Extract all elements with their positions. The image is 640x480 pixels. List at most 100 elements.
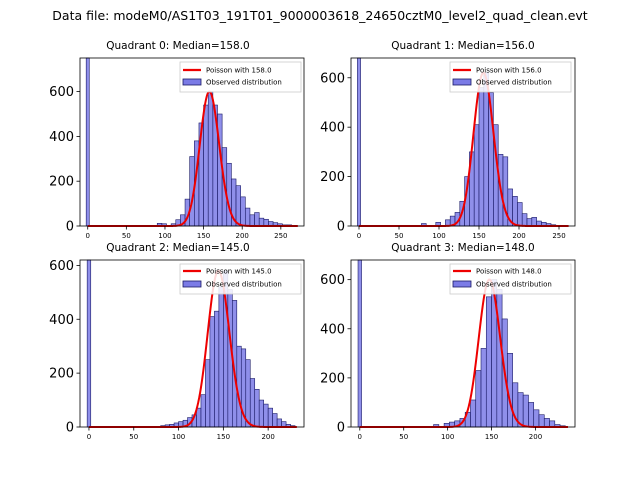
histogram-bar: [203, 104, 209, 227]
panel-quadrant-2: Quadrant 2: Median=145.0 0 50 100 150 200 0 20…: [49, 242, 305, 441]
legend-poisson-label: Poisson with 148.0: [476, 268, 542, 276]
x-tick-label: 100: [172, 433, 185, 441]
histogram-bar: [533, 409, 540, 428]
x-tick-label: 0: [85, 232, 89, 240]
y-tick-label: 600: [49, 259, 74, 274]
histogram-bar: [200, 394, 206, 428]
x-tick-label: 200: [261, 433, 274, 441]
histogram-bar: [531, 217, 537, 227]
legend: Poisson with 156.0 Observed distribution: [449, 61, 572, 93]
legend: Poisson with 145.0 Observed distribution: [179, 263, 302, 295]
histogram-bar: [209, 316, 215, 428]
plot-frame: [79, 57, 305, 227]
x-tick-label: 250: [274, 232, 287, 240]
legend-poisson-label: Poisson with 156.0: [476, 67, 542, 75]
legend-box: [449, 263, 572, 295]
legend-box: [179, 263, 302, 295]
legend: Poisson with 158.0 Observed distribution: [179, 61, 302, 93]
histogram-bar: [245, 359, 251, 428]
histogram-bar: [263, 403, 269, 428]
histogram-bar: [538, 414, 545, 428]
panel-quadrant-3: Quadrant 3: Median=148.0 0 50 100 150 200 0 20…: [320, 242, 576, 441]
histogram-bar: [485, 296, 492, 428]
x-tick-label: 100: [158, 232, 171, 240]
histogram-bar: [244, 207, 251, 227]
panel-title: Quadrant 2: Median=145.0: [106, 242, 249, 254]
y-tick-label: 400: [49, 130, 74, 145]
x-tick-label: 150: [197, 232, 210, 240]
histogram-bar: [483, 72, 489, 227]
y-tick-label: 200: [49, 367, 74, 382]
histogram-bar-zero: [85, 57, 90, 227]
histogram-bar: [272, 413, 278, 428]
y-tick-label: 0: [66, 220, 74, 235]
y-tick-label: 0: [337, 220, 345, 235]
plot-frame: [350, 57, 576, 227]
legend-observed-label: Observed distribution: [476, 79, 552, 87]
histogram-bar: [475, 370, 482, 428]
histogram-bar: [528, 402, 535, 428]
axes-ticks: 0 50 100 150 200 250 0 200 400 600: [320, 71, 566, 240]
histogram-bar: [254, 212, 260, 227]
histogram-bar: [235, 185, 241, 227]
x-tick-label: 100: [432, 232, 445, 240]
y-tick-label: 200: [49, 175, 74, 190]
histogram-bar: [517, 202, 523, 227]
legend-observed-swatch: [452, 78, 472, 86]
legend-box: [179, 61, 302, 93]
histogram-bar: [478, 87, 485, 227]
legend-observed-swatch: [182, 78, 202, 86]
axes-ticks: 0 50 100 150 200 250 0 200 400 600: [49, 85, 287, 240]
y-tick-label: 0: [66, 421, 74, 436]
panel-title: Quadrant 1: Median=156.0: [391, 40, 534, 52]
legend-observed-label: Observed distribution: [476, 281, 552, 289]
panel-quadrant-0: Quadrant 0: Median=158.0 0 50 100 150 200 250…: [49, 40, 305, 240]
y-tick-label: 0: [337, 421, 345, 436]
histogram-bar: [207, 91, 214, 227]
x-tick-label: 200: [512, 232, 525, 240]
legend-observed-swatch: [452, 280, 472, 288]
x-tick-label: 200: [236, 232, 249, 240]
histogram-bar: [267, 407, 273, 428]
histogram-bar: [196, 407, 202, 428]
x-tick-label: 50: [129, 433, 138, 441]
x-tick-label: 150: [472, 232, 485, 240]
histogram-bar: [218, 286, 224, 428]
panel-quadrant-1: Quadrant 1: Median=156.0 0 50 100 150 200 250…: [320, 40, 576, 240]
histogram-bar: [258, 399, 264, 428]
histogram-bars: [86, 259, 296, 428]
histogram-bar: [263, 218, 269, 227]
legend-poisson-label: Poisson with 145.0: [206, 268, 272, 276]
histogram-bar: [522, 394, 529, 428]
poisson-fit-line: [359, 71, 569, 227]
y-tick-label: 200: [320, 371, 345, 386]
plot-frame: [79, 259, 305, 428]
histogram-bar-zero: [357, 57, 361, 227]
histogram-bar: [526, 218, 533, 227]
histogram-bar: [205, 359, 211, 428]
y-tick-label: 200: [320, 170, 345, 185]
legend-observed-swatch: [182, 280, 202, 288]
x-tick-label: 150: [485, 433, 498, 441]
x-tick-label: 100: [441, 433, 454, 441]
histogram-bar-zero: [357, 259, 362, 428]
x-tick-label: 200: [529, 433, 542, 441]
histogram-bar-zero: [86, 259, 92, 428]
y-tick-label: 600: [49, 85, 74, 100]
histogram-bar: [276, 418, 282, 428]
histogram-bar: [214, 310, 220, 428]
y-tick-label: 400: [320, 121, 345, 136]
y-tick-label: 600: [320, 273, 345, 288]
plot-frame: [350, 259, 576, 428]
x-tick-label: 50: [395, 232, 404, 240]
y-tick-label: 600: [320, 71, 345, 86]
histogram-bar: [258, 217, 265, 227]
x-tick-label: 50: [399, 433, 408, 441]
y-tick-label: 400: [320, 322, 345, 337]
histogram-bar: [249, 214, 255, 227]
x-tick-label: 250: [552, 232, 565, 240]
x-tick-label: 50: [122, 232, 131, 240]
axes-ticks: 0 50 100 150 200 0 200 400 600: [320, 273, 542, 441]
panel-title: Quadrant 0: Median=158.0: [106, 40, 249, 52]
